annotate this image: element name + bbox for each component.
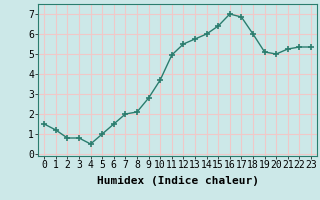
X-axis label: Humidex (Indice chaleur): Humidex (Indice chaleur) — [97, 176, 259, 186]
